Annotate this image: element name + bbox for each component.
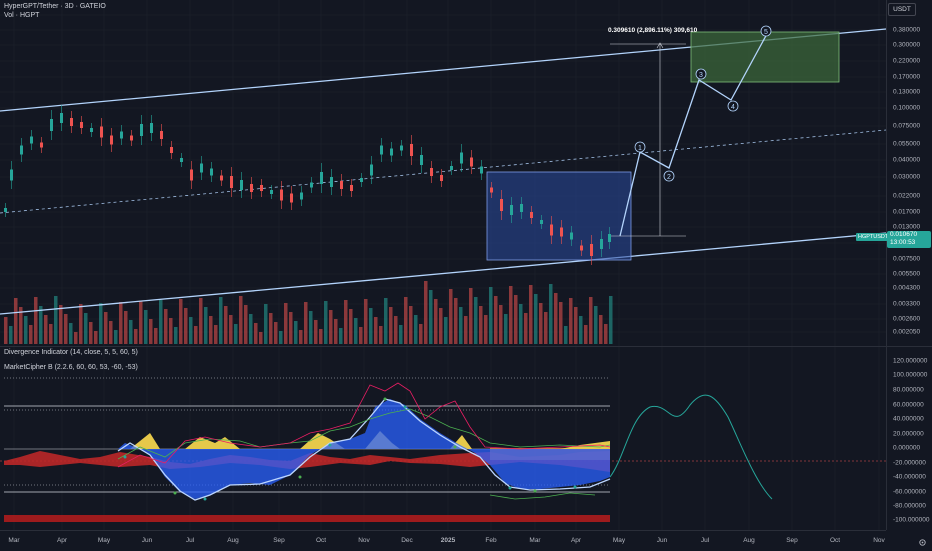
rsi-line	[117, 408, 611, 460]
wave-label-5: 5	[760, 25, 772, 37]
marketcipher-legend[interactable]: MarketCipher B (2.2.6, 60, 60, 53, -60, …	[4, 364, 138, 371]
divergence-indicator-legend[interactable]: Divergence Indicator (14, close, 5, 5, 6…	[4, 349, 138, 356]
time-tick: 2025	[440, 537, 456, 544]
indicator-tick: 0.000000	[893, 444, 921, 452]
grid-lines	[0, 0, 886, 346]
indicator-scale[interactable]: 120.000000 100.000000 80.000000 60.000000 40…	[886, 347, 932, 530]
wave-trend-line-1	[117, 398, 611, 501]
wave-projection-path	[619, 31, 769, 237]
signal-dots	[123, 397, 577, 501]
time-tick: Jul	[185, 537, 195, 544]
divergence-line	[489, 492, 596, 500]
indicator-tick: 60.000000	[893, 401, 924, 409]
price-tick: 0.300000	[893, 41, 921, 49]
svg-text:2: 2	[667, 174, 671, 181]
price-scale[interactable]: 0.380000 0.300000 0.220000 0.170000 0.130000…	[886, 0, 932, 346]
target-box	[690, 31, 840, 83]
price-tick: 0.022000	[893, 192, 921, 200]
price-tick: 0.013000	[893, 223, 921, 231]
indicator-tick: -20.000000	[893, 459, 926, 467]
price-tick: 0.055000	[893, 140, 921, 148]
indicator-tick: -80.000000	[893, 502, 926, 510]
time-tick: Nov	[358, 537, 370, 544]
price-tick: 0.004300	[893, 284, 921, 292]
svg-text:5: 5	[764, 29, 768, 36]
measure-label: 0.309610 (2,896.11%) 309,610	[608, 27, 698, 34]
time-tick: May	[612, 537, 626, 544]
pane-separator[interactable]	[0, 346, 932, 347]
time-tick: Apr	[56, 537, 68, 544]
indicator-tick: 40.000000	[893, 415, 924, 423]
symbol-tag: HGPTUSDT	[856, 233, 891, 241]
price-tick: 0.030000	[893, 173, 921, 181]
symbol-title[interactable]: HyperGPT/Tether · 3D · GATEIO	[4, 3, 106, 10]
wave-label-4: 4	[727, 100, 739, 112]
indicator-tick: -60.000000	[893, 488, 926, 496]
svg-text:4: 4	[731, 104, 735, 111]
stoch-line	[117, 382, 611, 468]
time-tick: Mar	[8, 537, 20, 544]
price-tick: 0.003300	[893, 300, 921, 308]
price-tick: 0.017000	[893, 208, 921, 216]
wave-label-1: 1	[634, 141, 646, 153]
wave-label-2: 2	[663, 170, 675, 182]
volume-bars	[4, 281, 613, 344]
indicator-tick: 100.000000	[893, 371, 928, 379]
time-tick: Apr	[570, 537, 582, 544]
price-tick: 0.130000	[893, 88, 921, 96]
candlesticks	[4, 105, 611, 265]
price-tick: 0.005500	[893, 270, 921, 278]
indicator-tick: 20.000000	[893, 430, 924, 438]
price-tick: 0.007500	[893, 255, 921, 263]
indicator-tick: -100.000000	[893, 516, 930, 524]
channel-mid-line	[0, 129, 886, 214]
signal-band	[4, 515, 610, 522]
price-tick: 0.170000	[893, 73, 921, 81]
price-tick: 0.002600	[893, 315, 921, 323]
price-tick: 0.075000	[893, 122, 921, 130]
time-tick: Jun	[141, 537, 153, 544]
price-tick: 0.100000	[893, 104, 921, 112]
price-tick: 0.040000	[893, 156, 921, 164]
indicator-tick: 120.000000	[893, 357, 928, 365]
time-tick: Jun	[656, 537, 668, 544]
time-axis[interactable]: Mar Apr May Jun Jul Aug Sep Oct Nov Dec 2025 Feb Mar…	[0, 530, 886, 551]
time-tick: Nov	[873, 537, 885, 544]
time-tick: Mar	[529, 537, 541, 544]
accumulation-box	[486, 171, 632, 261]
time-tick: Jul	[700, 537, 710, 544]
gear-icon[interactable]	[918, 538, 927, 547]
time-tick: Oct	[315, 537, 327, 544]
price-tick: 0.380000	[893, 26, 921, 34]
time-tick: Dec	[401, 537, 413, 544]
indicator-pane[interactable]	[0, 347, 886, 530]
time-tick: Oct	[829, 537, 841, 544]
bar-countdown: 13:00:53	[890, 239, 916, 246]
volume-legend[interactable]: Vol · HGPT	[4, 12, 40, 19]
last-price-value: 0.010670	[890, 231, 918, 238]
projected-wave-curve	[609, 394, 773, 500]
price-chart-pane[interactable]: 1 2 3 4 5	[0, 0, 886, 346]
wave-label-3: 3	[695, 68, 707, 80]
price-tick: 0.002050	[893, 328, 921, 336]
last-price-badge: 0.010670 13:00:53	[887, 231, 931, 248]
svg-text:1: 1	[638, 145, 642, 152]
time-tick: Feb	[485, 537, 497, 544]
time-tick: May	[97, 537, 111, 544]
wave-trend-area	[118, 399, 610, 499]
indicator-tick: -40.000000	[893, 473, 926, 481]
svg-text:3: 3	[699, 72, 703, 79]
time-tick: Aug	[227, 537, 239, 544]
indicator-grid	[13, 347, 880, 530]
currency-button[interactable]: USDT	[888, 3, 916, 16]
indicator-tick: 80.000000	[893, 386, 924, 394]
money-flow-area	[4, 451, 610, 472]
channel-lower-line	[0, 232, 886, 315]
price-tick: 0.220000	[893, 57, 921, 65]
time-tick: Sep	[273, 537, 285, 544]
time-tick: Aug	[743, 537, 755, 544]
time-tick: Sep	[786, 537, 798, 544]
